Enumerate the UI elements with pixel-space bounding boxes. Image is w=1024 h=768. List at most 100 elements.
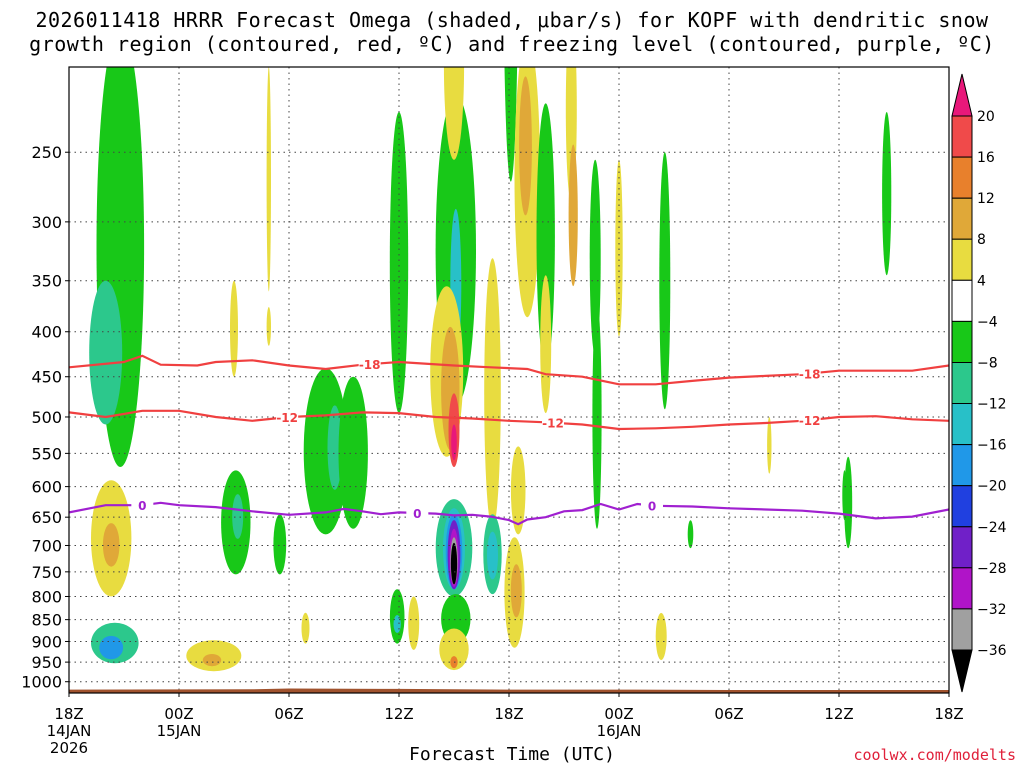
colorbar-label: −8 xyxy=(977,355,998,371)
y-tick-label-250: 250 xyxy=(31,143,62,162)
omega-cell-55 xyxy=(659,152,671,410)
x-tick-label: 00Z xyxy=(164,705,193,723)
contour-label-bg xyxy=(641,498,663,513)
y-tick-label-950: 950 xyxy=(31,653,62,672)
omega-cell-52 xyxy=(592,302,602,529)
contour-label-bg xyxy=(542,415,564,430)
y-tick-label-500: 500 xyxy=(31,408,62,427)
contour-label: -12 xyxy=(542,417,564,431)
colorbar-bin-7 xyxy=(951,403,973,446)
colorbar-label: 20 xyxy=(977,109,995,125)
omega-cell-57 xyxy=(687,520,694,549)
x-tick-label: 12Z xyxy=(824,705,853,723)
colorbar-bin-11 xyxy=(951,567,973,610)
colorbar-bin-4 xyxy=(951,279,973,322)
omega-cell-12 xyxy=(266,67,271,292)
contour-label-bg xyxy=(358,357,381,372)
colorbar-label: −20 xyxy=(977,479,1007,495)
omega-cell-10 xyxy=(232,494,244,539)
colorbar-label: −32 xyxy=(977,602,1007,618)
contour-label-bg xyxy=(131,498,154,513)
contour-label: -12 xyxy=(799,414,821,428)
x-axis-title: Forecast Time (UTC) xyxy=(409,744,615,765)
omega-cell-41 xyxy=(487,531,498,580)
x-tick-label: 18Z xyxy=(494,705,523,723)
omega-cell-3 xyxy=(99,635,124,660)
contour-label: 0 xyxy=(413,507,421,521)
x-tick-label: 12Z xyxy=(384,705,413,723)
omega-cell-7 xyxy=(202,654,222,667)
x-tick-label: 14JAN xyxy=(47,722,92,740)
omega-cell-58 xyxy=(767,417,772,474)
ground-surface xyxy=(69,688,949,693)
colorbar-bin-12 xyxy=(951,608,973,651)
colorbar: 20 16 12 8 4 −4 −8 −12 −16 −20 −24 −28 −32 −36 xyxy=(951,73,1007,693)
omega-cell-14 xyxy=(301,612,310,644)
omega-cell-16 xyxy=(327,405,343,490)
colorbar-top-arrow xyxy=(951,73,973,117)
omega-cell-5 xyxy=(102,523,120,567)
contour-label: -18 xyxy=(359,358,381,372)
x-tick-label: 15JAN xyxy=(157,722,202,740)
omega-cell-36 xyxy=(439,628,469,671)
x-tick-label: 16JAN xyxy=(597,722,642,740)
colorbar-label: −28 xyxy=(977,561,1007,577)
omega-cell-56 xyxy=(655,612,667,661)
omega-cell-11 xyxy=(273,514,287,575)
temperature-contours: -18 -18 -12 -12 -12 0 0 0 xyxy=(69,354,949,526)
contour-label-bg xyxy=(798,413,821,428)
omega-cell-46 xyxy=(510,564,522,618)
colorbar-bin-2 xyxy=(951,197,973,240)
colorbar-label: −4 xyxy=(977,314,998,330)
colorbar-bin-10 xyxy=(951,526,973,569)
y-tick-label-750: 750 xyxy=(31,563,62,582)
colorbar-label: −16 xyxy=(977,438,1007,454)
x-tick-label: 06Z xyxy=(274,705,303,723)
contour-label: -18 xyxy=(799,367,821,381)
omega-cell-53 xyxy=(589,159,601,355)
colorbar-label: 12 xyxy=(977,191,995,207)
omega-cell-60 xyxy=(842,470,847,521)
y-tick-label-550: 550 xyxy=(31,444,62,463)
contour-label-bg xyxy=(406,506,429,521)
y-tick-label-650: 650 xyxy=(31,508,62,527)
colorbar-bin-3 xyxy=(951,238,973,281)
omega-cell-21 xyxy=(408,596,420,650)
colorbar-bin-5 xyxy=(951,320,973,363)
x-tick-label: 18Z xyxy=(54,705,83,723)
omega-cell-27 xyxy=(451,424,457,461)
colorbar-label: 4 xyxy=(977,273,986,289)
gridlines xyxy=(69,67,949,693)
contour-label: 0 xyxy=(648,499,656,513)
chart-title-line-1: 2026011418 HRRR Forecast Omega (shaded, … xyxy=(35,8,989,32)
chart-title-line-2: growth region (contoured, red, ºC) and f… xyxy=(29,32,995,56)
colorbar-bin-8 xyxy=(951,444,973,487)
y-tick-label-900: 900 xyxy=(31,632,62,651)
colorbar-label: −12 xyxy=(977,397,1007,413)
omega-cell-17 xyxy=(338,376,368,529)
colorbar-bottom-arrow xyxy=(951,649,973,693)
y-tick-label-1000: 1000 xyxy=(21,673,62,692)
omega-cell-20 xyxy=(393,615,401,633)
colorbar-bin-1 xyxy=(951,156,973,199)
colorbar-label: −36 xyxy=(977,643,1007,659)
colorbar-label: −24 xyxy=(977,520,1007,536)
omega-cell-47 xyxy=(510,446,526,535)
colorbar-bin-9 xyxy=(951,485,973,528)
omega-cell-38 xyxy=(443,67,465,160)
omega-cell-48 xyxy=(536,103,555,369)
contour-line-zero xyxy=(69,501,949,526)
ground-terrain xyxy=(69,688,949,693)
omega-cell-42 xyxy=(504,67,518,182)
y-axis: 250 300 350 400 450 500 550 600 650 700 750 800 850 9… xyxy=(21,143,69,692)
omega-cell-1 xyxy=(89,280,123,425)
omega-cell-34 xyxy=(450,542,458,585)
x-tick-label: 2026 xyxy=(50,739,88,757)
y-tick-label-450: 450 xyxy=(31,368,62,387)
colorbar-label: 16 xyxy=(977,150,995,166)
omega-cell-44 xyxy=(519,76,532,216)
contour-label: -12 xyxy=(276,411,298,425)
y-tick-label-600: 600 xyxy=(31,478,62,497)
y-tick-label-700: 700 xyxy=(31,536,62,555)
